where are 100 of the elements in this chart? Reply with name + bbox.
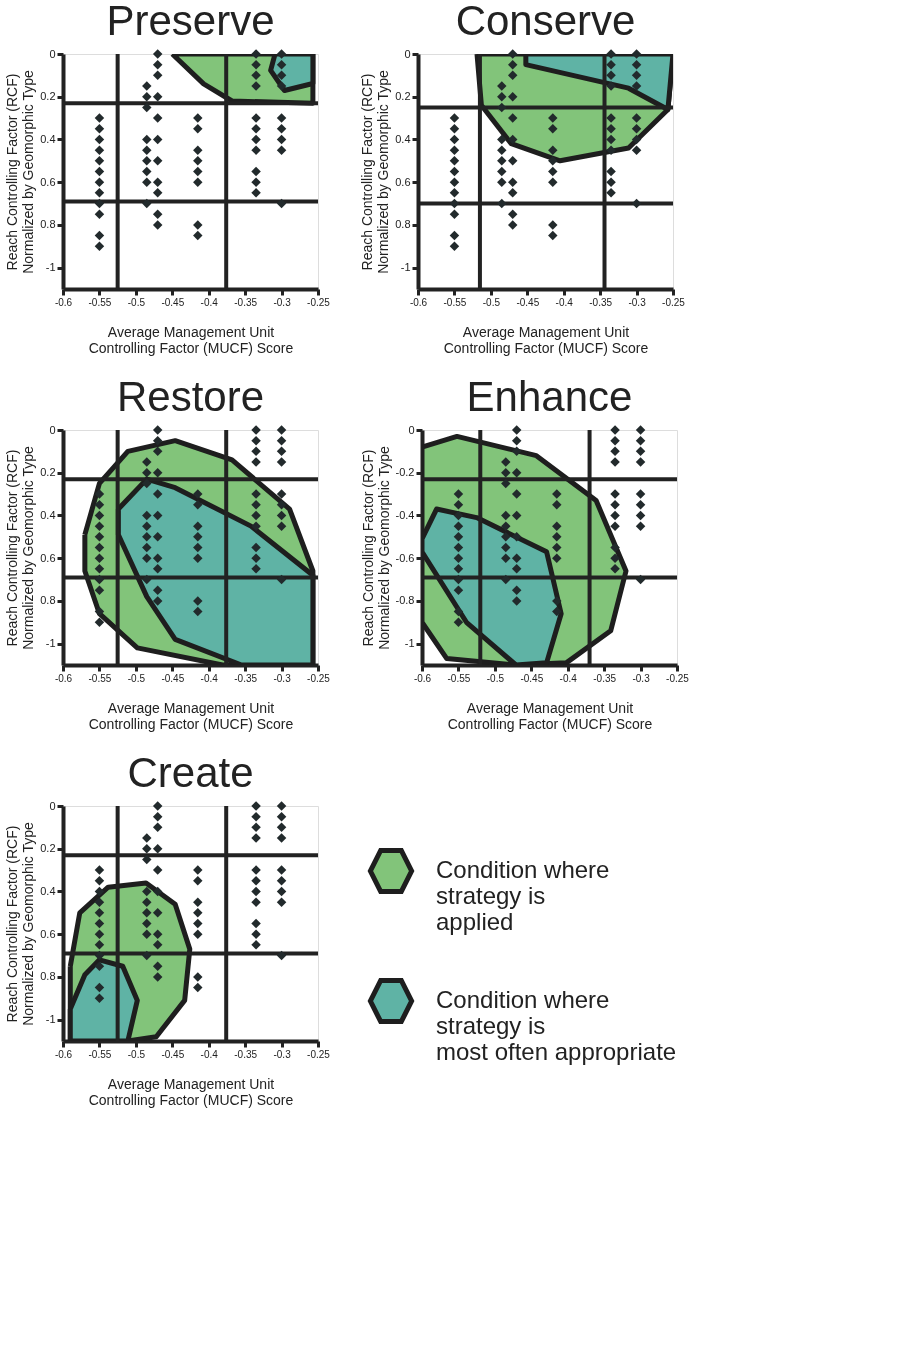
y-tick-label: 0 (404, 47, 411, 60)
point (94, 876, 105, 886)
point (94, 950, 105, 961)
y-axis-title: Reach Controlling Factor (RCF) Normalized by Geomorphic Type (4, 445, 37, 650)
x-tick-label: -0.35 (589, 296, 613, 308)
point (610, 510, 620, 521)
x-tick-label: -0.4 (200, 1048, 219, 1060)
point (453, 585, 464, 595)
y-tick-label: -1 (45, 1013, 56, 1026)
point (511, 435, 522, 446)
point (193, 918, 203, 929)
point (453, 510, 464, 521)
point (453, 606, 464, 617)
y-tick-label: 0.2 (40, 466, 56, 479)
point (152, 510, 163, 521)
y-tick-label: 0.4 (40, 132, 56, 145)
point (193, 865, 203, 875)
point (552, 596, 562, 606)
point (142, 886, 152, 897)
point (449, 198, 460, 209)
x-tick-label: -0.3 (273, 672, 292, 684)
point (193, 220, 203, 230)
point (193, 876, 203, 886)
point (635, 521, 646, 531)
point (606, 59, 616, 70)
point (142, 91, 152, 102)
point (610, 446, 620, 457)
point (453, 574, 464, 585)
point (276, 510, 287, 521)
point (142, 553, 152, 563)
point (497, 102, 507, 113)
point (635, 489, 646, 499)
point (94, 489, 105, 499)
point (276, 489, 287, 499)
x-tick-label: -0.5 (482, 296, 501, 308)
x-tick-label: -0.5 (127, 672, 146, 684)
point (142, 574, 152, 585)
point (511, 585, 522, 595)
point (449, 230, 460, 241)
x-tick-label: -0.4 (555, 296, 574, 308)
point (142, 897, 152, 907)
point (251, 166, 261, 177)
point (94, 606, 105, 617)
x-tick-label: -0.35 (593, 672, 617, 684)
point (501, 521, 511, 531)
y-tick-label: -0.8 (395, 594, 415, 607)
point (142, 156, 152, 166)
point (631, 134, 642, 145)
point (501, 478, 511, 489)
point (251, 500, 261, 510)
point (251, 510, 261, 521)
x-tick-label: -0.45 (161, 296, 185, 308)
point (511, 446, 522, 457)
x-axis-title: Average Management Unit Controlling Factor (MUCF) Score (443, 323, 649, 356)
point (631, 70, 642, 81)
y-tick-label: 0 (408, 423, 415, 436)
point (152, 585, 163, 595)
x-tick-label: -0.3 (628, 296, 647, 308)
x-tick-label: -0.4 (200, 296, 219, 308)
point (276, 145, 287, 155)
point (152, 801, 163, 811)
point (94, 177, 105, 187)
point (94, 908, 105, 918)
x-tick-label: -0.45 (520, 672, 544, 684)
point (94, 865, 105, 875)
y-axis-title: Reach Controlling Factor (RCF) Normalized by Geomorphic Type (4, 69, 37, 274)
point (193, 230, 203, 241)
point (193, 897, 203, 907)
point (251, 124, 261, 134)
point (94, 574, 105, 585)
point (94, 617, 105, 628)
point (497, 198, 507, 209)
x-tick-label: -0.55 (88, 1048, 112, 1060)
point (251, 446, 261, 457)
y-tick-label: 0 (49, 423, 56, 436)
point (453, 542, 464, 553)
point (152, 91, 163, 102)
point (501, 467, 511, 478)
y-tick-label: 0.6 (40, 551, 56, 564)
point (142, 918, 152, 929)
point (453, 489, 464, 499)
point (552, 553, 562, 563)
point (94, 145, 105, 155)
point (94, 993, 105, 1004)
x-tick-label: -0.5 (486, 672, 505, 684)
point (635, 574, 646, 585)
point (631, 198, 642, 209)
y-tick-label: 0.2 (40, 842, 56, 855)
x-tick-label: -0.3 (273, 296, 292, 308)
point (193, 929, 203, 939)
point (276, 425, 287, 435)
point (142, 478, 152, 489)
point (152, 59, 163, 70)
legend-label: Condition where strategy is applied (436, 856, 610, 935)
y-tick-label: 0 (49, 47, 56, 60)
point (497, 134, 507, 145)
point (193, 145, 203, 155)
chart-title: Preserve (106, 0, 275, 44)
point (276, 811, 287, 822)
point (152, 113, 163, 123)
